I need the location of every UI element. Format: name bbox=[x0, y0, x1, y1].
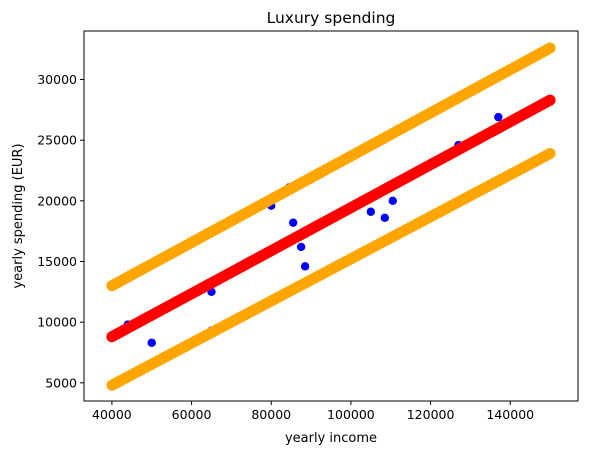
plot-area bbox=[106, 42, 556, 391]
x-tick-label: 40000 bbox=[92, 407, 132, 422]
fit-line bbox=[106, 94, 556, 343]
upper-band-line bbox=[106, 42, 556, 292]
scatter-point bbox=[147, 338, 156, 347]
scatter-point bbox=[300, 262, 310, 271]
x-tick-label: 80000 bbox=[251, 407, 291, 422]
scatter-point bbox=[494, 112, 503, 122]
scatter-point bbox=[366, 207, 376, 216]
scatter-point bbox=[288, 218, 298, 227]
axis-ticks: 40000 60000 80000 100000 120000 140000 5000 100… bbox=[37, 72, 534, 422]
scatter-point bbox=[380, 213, 389, 223]
chart-title: Luxury spending bbox=[267, 9, 396, 27]
y-tick-label: 20000 bbox=[37, 193, 77, 208]
x-tick-label: 100000 bbox=[327, 407, 375, 422]
lower-band-line bbox=[106, 148, 556, 391]
y-tick-label: 30000 bbox=[37, 72, 77, 87]
y-axis-label: yearly spending (EUR) bbox=[11, 143, 26, 288]
y-tick-label: 10000 bbox=[37, 315, 77, 330]
x-axis-label: yearly income bbox=[285, 431, 377, 446]
y-tick-label: 15000 bbox=[37, 254, 77, 269]
scatter-point bbox=[296, 242, 306, 252]
y-tick-label: 25000 bbox=[37, 133, 77, 148]
plot-frame bbox=[83, 30, 579, 402]
x-tick-label: 60000 bbox=[172, 407, 212, 422]
x-tick-label: 120000 bbox=[407, 407, 455, 422]
scatter-point bbox=[388, 196, 397, 206]
y-tick-label: 5000 bbox=[45, 375, 77, 390]
x-tick-label: 140000 bbox=[486, 407, 534, 422]
